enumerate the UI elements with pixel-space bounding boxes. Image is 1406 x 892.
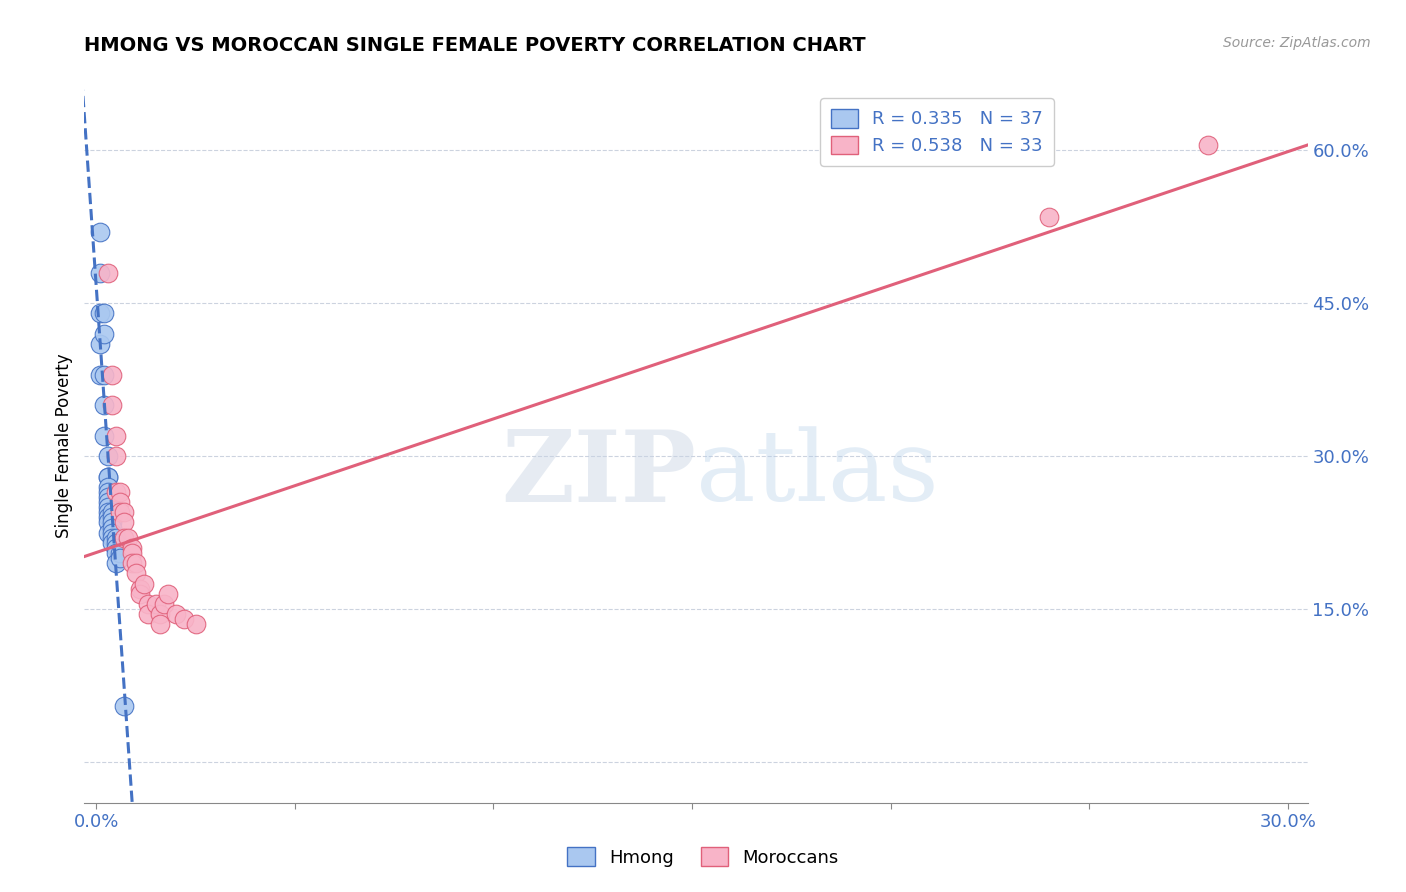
Point [101,531,124,545]
Point [101,398,124,412]
Point [108,484,131,499]
Point [101,510,124,524]
Point [93,398,115,412]
Point [97,484,120,499]
Point [125,556,148,570]
Point [97,469,120,483]
Point [152,597,174,611]
Point [136,597,159,611]
Point [1197,138,1219,153]
Point [97,510,120,524]
Point [97,469,120,483]
Point [105,536,128,550]
Point [105,484,128,499]
Point [93,368,115,382]
Point [93,306,115,320]
Text: atlas: atlas [696,426,939,523]
Point [105,449,128,463]
Legend: Hmong, Moroccans: Hmong, Moroccans [560,840,846,874]
Text: ZIP: ZIP [501,426,696,523]
Point [156,587,179,601]
Point [93,326,115,341]
Point [89,306,111,320]
Point [105,531,128,545]
Point [97,480,120,494]
Point [101,516,124,530]
Point [125,566,148,581]
Point [97,449,120,463]
Text: HMONG VS MOROCCAN SINGLE FEMALE POVERTY CORRELATION CHART: HMONG VS MOROCCAN SINGLE FEMALE POVERTY … [84,36,866,54]
Point [108,551,131,566]
Point [97,516,120,530]
Point [89,368,111,382]
Point [97,490,120,504]
Point [89,337,111,351]
Point [101,520,124,534]
Text: Source: ZipAtlas.com: Source: ZipAtlas.com [1223,36,1371,50]
Point [101,525,124,540]
Point [101,505,124,519]
Point [149,617,172,632]
Y-axis label: Single Female Poverty: Single Female Poverty [55,354,73,538]
Point [97,525,120,540]
Point [112,531,135,545]
Point [136,607,159,622]
Point [121,541,143,555]
Point [97,266,120,280]
Point [132,576,155,591]
Point [108,546,131,560]
Point [112,698,135,713]
Point [97,495,120,509]
Point [121,546,143,560]
Legend: R = 0.335   N = 37, R = 0.538   N = 33: R = 0.335 N = 37, R = 0.538 N = 33 [820,98,1054,166]
Point [101,368,124,382]
Point [101,536,124,550]
Point [117,531,139,545]
Point [1038,210,1060,224]
Point [129,587,152,601]
Point [184,617,207,632]
Point [97,500,120,515]
Point [121,556,143,570]
Point [89,225,111,239]
Point [108,505,131,519]
Point [108,495,131,509]
Point [105,546,128,560]
Point [149,607,172,622]
Point [165,607,187,622]
Point [105,556,128,570]
Point [112,505,135,519]
Point [97,505,120,519]
Point [93,429,115,443]
Point [145,597,167,611]
Point [129,582,152,596]
Point [89,266,111,280]
Point [173,612,195,626]
Point [105,541,128,555]
Point [112,516,135,530]
Point [105,429,128,443]
